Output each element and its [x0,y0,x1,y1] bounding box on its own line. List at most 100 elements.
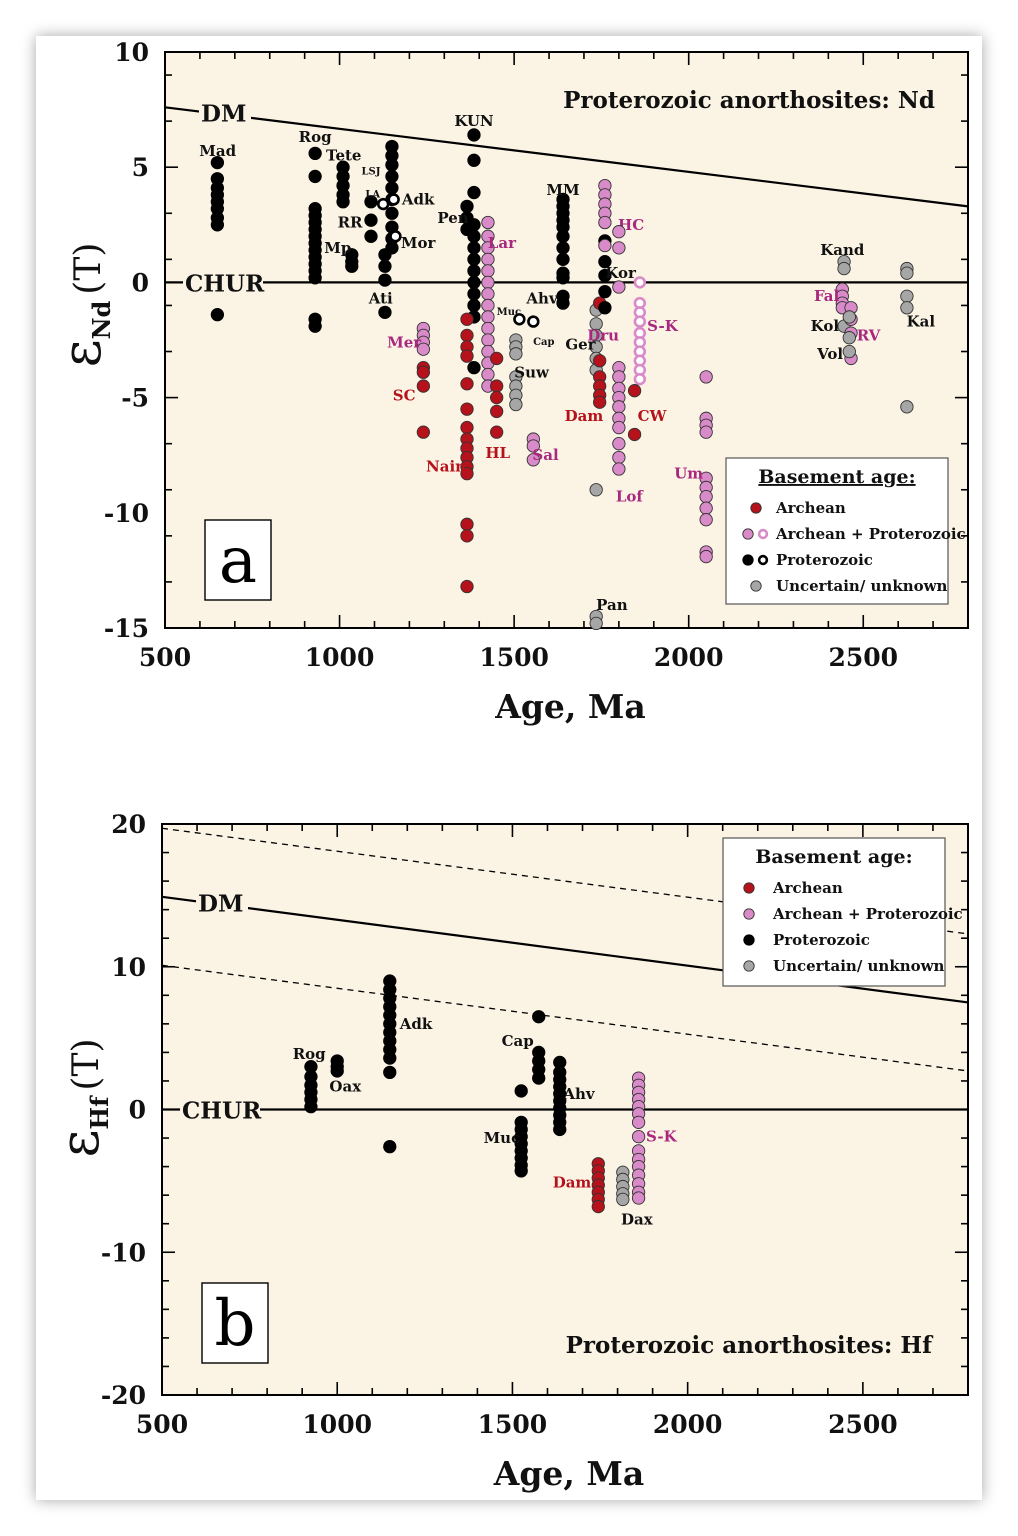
data-label: Vol [816,345,843,363]
data-point [743,882,755,894]
data-group-adk: Adk [383,974,433,1154]
data-group-s-k: S-K [633,276,679,386]
data-point [467,264,481,278]
data-label: MM [546,181,579,199]
data-point [743,908,755,920]
data-label: CW [638,407,668,425]
data-point [460,402,474,416]
data-point [460,517,474,531]
data-point [699,549,713,564]
data-point [308,271,322,285]
data-point [627,427,642,442]
data-point [532,1071,546,1085]
data-point [556,296,570,310]
data-point [389,230,402,243]
y-tick-label: -5 [121,384,149,413]
data-point [330,1064,344,1078]
x-tick-label: 1000 [305,643,375,672]
data-group-dam: Dam [565,296,607,425]
data-point [743,934,755,946]
data-point [742,528,754,540]
data-point [509,347,523,361]
data-group-muc: Muc [497,307,526,326]
data-point [612,400,626,414]
data-point [385,169,399,184]
data-point [460,328,474,343]
data-group-s-k: S-K [631,1071,678,1205]
data-point [481,333,495,347]
y-tick-label: 10 [111,953,146,982]
legend-item-label: Archean + Proterozoic [772,905,963,923]
data-point [699,490,713,504]
data-point [467,275,481,290]
data-point [742,554,754,566]
data-group-rr: RR [338,195,378,243]
data-point [612,450,626,465]
data-point [385,181,399,195]
data-label: S-K [647,317,679,335]
data-group-oax: Oax [329,1054,362,1096]
data-group-kand: Kand [820,241,865,276]
data-label: RV [857,326,881,344]
data-point [750,502,762,514]
data-point [699,370,713,384]
data-label: Um [674,465,703,483]
data-point [467,252,481,267]
panel-letter-box [201,1282,269,1364]
legend-item-label: Proterozoic [773,931,870,949]
data-group-kal: Kal [900,261,936,414]
data-point [378,273,392,287]
data-point [633,315,647,328]
data-label: SC [393,386,416,404]
y-tick-label: 0 [129,1096,146,1125]
data-group-rog: Rog [299,128,332,333]
data-label: Cap [533,337,554,348]
data-point [837,261,851,276]
data-point [842,331,856,345]
ref-line-label: DM [201,100,246,127]
data-point [631,1129,646,1144]
data-label: LSJ [361,167,380,178]
data-point [699,513,713,527]
data-label: Dam [565,407,604,425]
panel-b-chart: 500 1000 1500 2000 2500 -20 -10 0 10 20 Age, Ma εHf… [48,810,969,1493]
data-point [467,185,481,200]
data-label: Ati [368,290,393,308]
data-point [304,1099,318,1114]
data-point [900,400,914,414]
data-point [514,1084,528,1098]
legend-item-label: Uncertain/ unknown [776,577,948,595]
data-point [631,1115,646,1129]
x-tick-label: 2000 [654,643,724,672]
data-point [308,146,322,161]
data-point [336,195,350,209]
data-point [532,1010,546,1024]
data-group-mer: Mer [387,321,431,356]
legend-title: Basement age: [755,846,912,868]
data-point [364,195,378,209]
data-label: Mor [401,234,437,252]
data-group-kun: KUN [454,112,494,375]
data-group-muc: Muc [484,1084,528,1178]
ref-line-label: DM [198,890,243,917]
data-label: Kal [907,313,936,331]
data-group-mad: Mad [199,142,237,322]
data-point [750,580,762,592]
data-group-um: Um [674,370,713,564]
ref-line-label-bg [180,1098,260,1121]
data-point [589,483,603,497]
data-point [460,420,474,435]
ref-line-label-bg [196,891,248,914]
data-point [842,310,856,324]
data-group-ahv: Ahv [525,192,570,310]
data-label: Muc [497,307,521,318]
data-point [490,404,504,419]
data-label: Dax [621,1210,654,1228]
data-point [460,466,474,481]
data-point [467,298,481,313]
data-point [514,1164,528,1178]
data-point [612,462,626,476]
data-point [308,169,322,184]
data-label: LA [365,190,380,201]
figure-card: 500 1000 1500 2000 2500 -15 -10 -5 0 5 10 Age, Ma εN… [36,36,982,1500]
